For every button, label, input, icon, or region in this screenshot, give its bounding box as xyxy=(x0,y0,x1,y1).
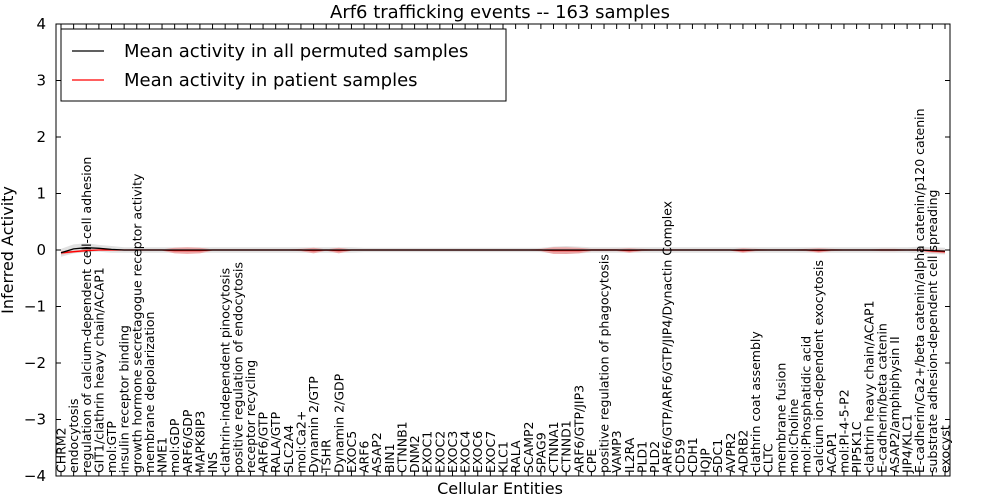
x-tick-label: positive regulation of endocytosis xyxy=(230,262,245,473)
x-tick-label: Dynamin 2/GTP xyxy=(306,376,321,473)
x-tick-label: DNM2 xyxy=(407,435,422,473)
y-axis: −4 −3 −2 −1 0 1 2 3 4 xyxy=(24,15,950,485)
y-axis-label: Inferred Activity xyxy=(0,186,17,314)
y-tick-label: 4 xyxy=(36,15,46,33)
x-tick-label: NME1 xyxy=(155,437,170,473)
legend-label: Mean activity in patient samples xyxy=(124,70,418,91)
x-axis xyxy=(60,24,946,476)
x-tick-label: IQJP xyxy=(698,448,713,473)
chart-title: Arf6 trafficking events -- 163 samples xyxy=(330,2,670,23)
x-tick-label: exocyst xyxy=(938,425,953,473)
plot-frame xyxy=(55,23,951,477)
x-tick-label: PLD2 xyxy=(647,441,662,473)
x-tick-label: mol:Phosphatidic acid xyxy=(799,336,814,473)
x-tick-label: membrane depolarization xyxy=(142,312,157,473)
x-tick-label: PIP5K1C xyxy=(849,421,864,473)
x-tick-label: CHRM2 xyxy=(54,427,69,473)
y-tick-label: −1 xyxy=(24,298,46,316)
x-tick-label: mol:GDP xyxy=(167,418,182,473)
x-tick-label: RALA/GTP xyxy=(268,411,283,473)
x-tick-label: BIN1 xyxy=(382,443,397,473)
line-permuted xyxy=(60,247,946,254)
x-tick-label: ASAP2/amphiphysin II xyxy=(887,336,902,473)
x-tick-label: CPE xyxy=(584,449,599,473)
x-tick-label: growth hormone secretagogue receptor act… xyxy=(129,173,144,473)
x-tick-label: clathrin coat assembly xyxy=(748,331,763,473)
x-tick-label: ASAP2 xyxy=(369,432,384,473)
x-tick-label: ACAP1 xyxy=(824,432,839,473)
y-tick-label: 3 xyxy=(36,72,46,90)
x-tick-label: endocytosis xyxy=(66,398,81,473)
x-tick-label: IL2RA xyxy=(622,437,637,473)
x-tick-label: mol:Ca2+ xyxy=(293,411,308,473)
x-tick-label: EXOC4 xyxy=(458,431,473,473)
x-tick-label: receptor recycling xyxy=(243,360,258,473)
y-tick-label: 2 xyxy=(36,128,46,146)
x-tick-label: KLC1 xyxy=(496,441,511,473)
x-tick-label: CTNNB1 xyxy=(395,421,410,473)
x-tick-label: CTNND1 xyxy=(559,420,574,473)
x-tick-label: EXOC5 xyxy=(344,431,359,473)
y-tick-label: 1 xyxy=(36,185,46,203)
x-tick-label: ADRB2 xyxy=(735,430,750,473)
x-tick-label: membrane fusion xyxy=(773,363,788,473)
x-tick-label: ARF6/GTP/JIP3 xyxy=(571,385,586,473)
x-tick-label: calcium ion-dependent exocytosis xyxy=(811,260,826,473)
series-lines xyxy=(60,247,946,254)
x-tick-label: CDH1 xyxy=(685,437,700,473)
x-tick-label: SCAMP2 xyxy=(521,422,536,474)
x-tick-label: ARF6 xyxy=(357,441,372,473)
legend-label: Mean activity in all permuted samples xyxy=(124,41,468,62)
y-tick-label: 0 xyxy=(36,241,46,259)
x-tick-label: PLD1 xyxy=(634,441,649,473)
x-tick-label: insulin receptor binding xyxy=(117,325,132,473)
x-tick-label: ARF6/GTP xyxy=(256,412,271,473)
x-tick-label: positive regulation of phagocytosis xyxy=(597,254,612,473)
legend-box xyxy=(60,28,507,102)
x-tick-label: mol:PI-4-5-P2 xyxy=(837,389,852,473)
x-tick-label: MAPK8IP3 xyxy=(192,411,207,473)
legend: Mean activity in all permuted samples Mea… xyxy=(60,28,507,102)
x-tick-label: EXOC2 xyxy=(432,431,447,473)
x-tick-label: CLTC xyxy=(761,443,776,473)
y-tick-label: −3 xyxy=(24,411,46,429)
x-tick-label: EXOC7 xyxy=(483,431,498,473)
x-tick-label: mol:GTP xyxy=(104,421,119,473)
y-tick-label: −2 xyxy=(24,354,46,372)
x-tick-label: EXOC6 xyxy=(470,431,485,473)
x-tick-label: ARF6/GDP xyxy=(180,409,195,473)
x-tick-label: E-cadherin/beta catenin xyxy=(874,323,889,473)
x-axis-label: Cellular Entities xyxy=(437,479,563,498)
x-tick-label: SPAG9 xyxy=(533,432,548,473)
x-tick-label: JIP4/KLC1 xyxy=(900,414,915,474)
x-tick-label: EXOC1 xyxy=(420,431,435,473)
x-tick-label: regulation of calcium-dependent cell-cel… xyxy=(79,157,94,473)
x-tick-label: CTNNA1 xyxy=(546,421,561,473)
x-tick-label: clathrin heavy chain/ACAP1 xyxy=(862,300,877,473)
x-tick-label: ARF6/GTP/ARF6/GTP/JIP4/Dynactin Complex xyxy=(660,201,675,473)
x-tick-label: INS xyxy=(205,452,220,473)
x-tick-label: EXOC3 xyxy=(445,431,460,473)
x-tick-label: mol:Choline xyxy=(786,398,801,473)
x-tick-label: TSHR xyxy=(319,439,334,474)
x-tick-label: SLC2A4 xyxy=(281,425,296,473)
x-tick-label: VAMP3 xyxy=(609,430,624,473)
x-tick-label: SDC1 xyxy=(710,439,725,473)
x-tick-label: GIT1/clathrin heavy chain/ACAP1 xyxy=(91,267,106,473)
x-tick-label: AVPR2 xyxy=(723,433,738,473)
x-tick-label: clathrin-independent pinocytosis xyxy=(218,268,233,473)
x-tick-label: CD59 xyxy=(672,439,687,473)
y-tick-label: −4 xyxy=(24,467,46,485)
x-tick-label: E-cadherin/Ca2+/beta catenin/alpha caten… xyxy=(912,108,927,473)
x-tick-label: substrate adhesion-dependent cell spread… xyxy=(925,190,940,473)
x-tick-label: Dynamin 2/GDP xyxy=(331,373,346,473)
x-tick-label: RALA xyxy=(508,440,523,473)
